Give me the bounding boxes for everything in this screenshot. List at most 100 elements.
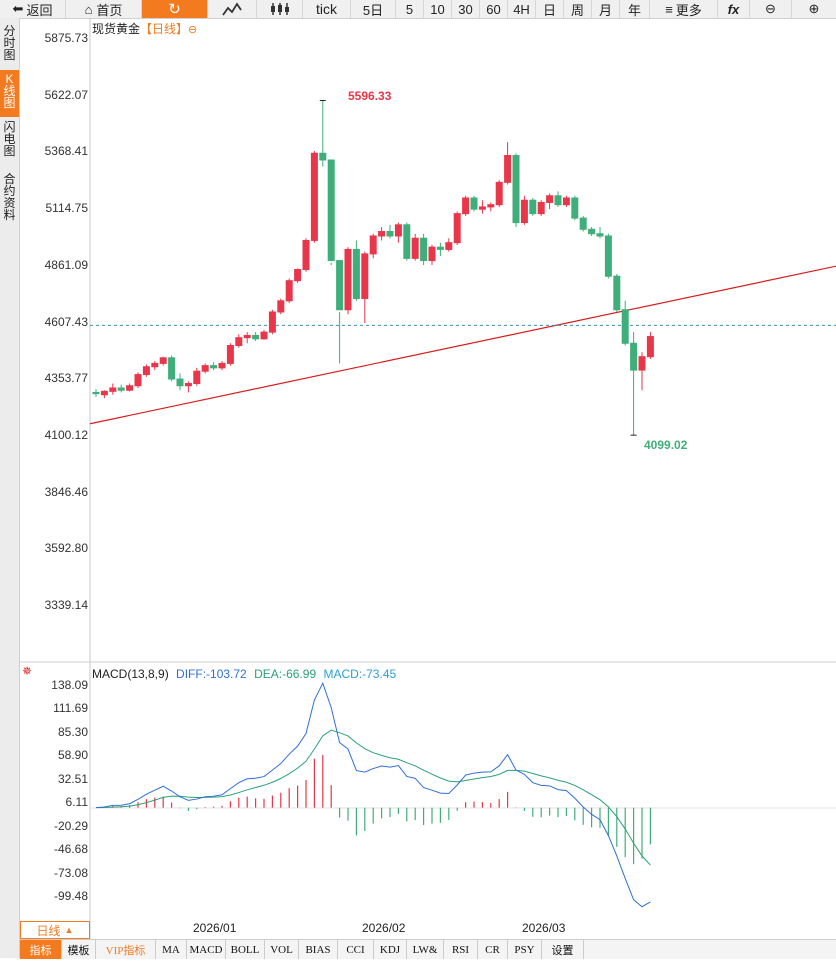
indicator-tabs: 指标 模板 VIP指标 MA MACD BOLL VOL BIAS CCI KD… bbox=[20, 939, 836, 959]
tab-timeshare[interactable]: 分时图 bbox=[3, 24, 16, 62]
tab-psy[interactable]: PSY bbox=[508, 940, 542, 959]
candle-up bbox=[218, 362, 226, 369]
price-tick-label: 3592.80 bbox=[44, 541, 88, 556]
candle-down bbox=[588, 228, 596, 235]
tab-kline[interactable]: K线图 bbox=[0, 70, 19, 117]
tab-indicator[interactable]: 指标 bbox=[20, 940, 62, 959]
top-toolbar: ⬅ 返回 ⌂ 首页 ↻ tick 5日 5 10 30 60 4H 日 周 月 … bbox=[0, 0, 836, 19]
candle-down bbox=[386, 231, 394, 237]
zoom-out-button[interactable]: ⊖ bbox=[750, 0, 792, 18]
tab-ma[interactable]: MA bbox=[156, 940, 187, 959]
candle-down bbox=[436, 246, 444, 250]
candle-up bbox=[235, 337, 243, 347]
macd-tick-label: -20.29 bbox=[53, 818, 88, 833]
tab-cci[interactable]: CCI bbox=[338, 940, 374, 959]
candle-up bbox=[646, 336, 654, 358]
period-10min[interactable]: 10 bbox=[424, 0, 452, 18]
candle-up bbox=[302, 239, 310, 271]
back-button[interactable]: ⬅ 返回 bbox=[0, 0, 66, 18]
candle-up bbox=[520, 199, 528, 224]
price-tick-label: 5368.41 bbox=[44, 144, 88, 159]
tab-settings[interactable]: 设置 bbox=[542, 940, 584, 959]
candle-down bbox=[512, 155, 520, 224]
candle-up bbox=[478, 206, 486, 210]
candle-up bbox=[378, 231, 386, 237]
candle-up bbox=[537, 201, 545, 215]
tab-vip-indicator[interactable]: VIP指标 bbox=[96, 940, 156, 959]
period-year[interactable]: 年 bbox=[620, 0, 650, 18]
tick-button[interactable]: tick bbox=[303, 0, 351, 18]
candle-down bbox=[403, 224, 411, 259]
more-button[interactable]: ≡ 更多 bbox=[650, 0, 718, 18]
macd-tick-label: -73.08 bbox=[53, 865, 88, 880]
price-tick-label: 4353.77 bbox=[44, 371, 88, 386]
collapse-icon[interactable]: ⊖ bbox=[188, 24, 198, 36]
period-select-button[interactable]: 日线 ▲ bbox=[20, 921, 90, 939]
low-price-label: 4099.02 bbox=[644, 438, 688, 452]
tab-boll[interactable]: BOLL bbox=[226, 940, 265, 959]
chart-type-button[interactable] bbox=[208, 0, 257, 18]
candle-down bbox=[319, 152, 327, 161]
tab-macd[interactable]: MACD bbox=[187, 940, 226, 959]
tab-template[interactable]: 模板 bbox=[62, 940, 96, 959]
refresh-button[interactable]: ↻ bbox=[142, 0, 208, 18]
home-button[interactable]: ⌂ 首页 bbox=[66, 0, 142, 18]
price-tick-label: 4607.43 bbox=[44, 314, 88, 329]
candle-down bbox=[92, 391, 100, 395]
period-30min[interactable]: 30 bbox=[452, 0, 480, 18]
tab-lwr[interactable]: LW& bbox=[407, 940, 444, 959]
candle-up bbox=[294, 269, 302, 282]
zoom-in-button[interactable]: ⊕ bbox=[792, 0, 836, 18]
period-tag: 【日线】 bbox=[140, 22, 189, 36]
diff-value: DIFF:-103.72 bbox=[176, 667, 247, 681]
macd-tick-label: 32.51 bbox=[57, 771, 88, 786]
candlestick-icon bbox=[270, 3, 289, 15]
candle-down bbox=[327, 159, 335, 262]
macd-tick-label: 85.30 bbox=[57, 724, 88, 739]
price-tick-label: 3339.14 bbox=[44, 598, 88, 612]
back-arrow-icon: ⬅ bbox=[12, 1, 24, 16]
candle-up bbox=[411, 237, 419, 259]
tab-flash[interactable]: 闪电图 bbox=[3, 120, 16, 158]
macd-settings-icon[interactable]: ✵ bbox=[22, 664, 33, 678]
candle-down bbox=[613, 275, 621, 311]
period-60min[interactable]: 60 bbox=[480, 0, 508, 18]
candle-down bbox=[336, 260, 344, 311]
candle-up bbox=[184, 383, 192, 387]
tab-kdj[interactable]: KDJ bbox=[374, 940, 407, 959]
chart-canvas[interactable] bbox=[0, 0, 836, 939]
macd-tick-label: 138.09 bbox=[51, 678, 88, 692]
formula-button[interactable]: fx bbox=[718, 0, 750, 18]
price-tick-label: 5875.73 bbox=[44, 31, 88, 45]
candle-down bbox=[252, 334, 260, 340]
tab-vol[interactable]: VOL bbox=[265, 940, 299, 959]
candle-type-button[interactable] bbox=[257, 0, 303, 18]
period-5min[interactable]: 5 bbox=[396, 0, 424, 18]
candle-down bbox=[596, 233, 604, 237]
candle-up bbox=[310, 152, 318, 241]
period-5day[interactable]: 5日 bbox=[351, 0, 396, 18]
candle-up bbox=[109, 387, 117, 392]
trend-line bbox=[89, 265, 836, 425]
price-tick-label: 5622.07 bbox=[44, 87, 88, 102]
candle-up bbox=[151, 362, 159, 368]
dea-value: DEA:-66.99 bbox=[254, 667, 317, 681]
period-4h[interactable]: 4H bbox=[508, 0, 536, 18]
tab-cr[interactable]: CR bbox=[478, 940, 508, 959]
tab-bias[interactable]: BIAS bbox=[299, 940, 338, 959]
candle-down bbox=[579, 217, 587, 230]
candle-down bbox=[470, 197, 478, 210]
triangle-up-icon: ▲ bbox=[64, 925, 74, 935]
candle-up bbox=[100, 390, 108, 396]
candle-down bbox=[604, 235, 612, 277]
tab-contract-info[interactable]: 合约资料 bbox=[3, 172, 16, 222]
candle-up bbox=[243, 334, 251, 339]
menu-icon: ≡ bbox=[665, 1, 673, 17]
period-day[interactable]: 日 bbox=[536, 0, 564, 18]
candle-up bbox=[142, 366, 150, 376]
price-tick-label: 5114.75 bbox=[45, 201, 89, 216]
period-week[interactable]: 周 bbox=[564, 0, 592, 18]
diff-line bbox=[95, 681, 651, 908]
tab-rsi[interactable]: RSI bbox=[444, 940, 478, 959]
period-month[interactable]: 月 bbox=[592, 0, 620, 18]
